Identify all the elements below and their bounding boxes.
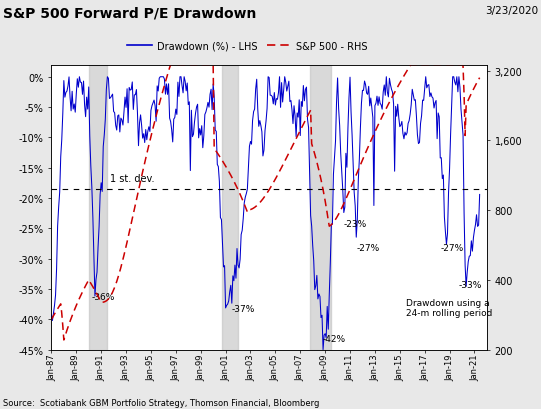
Legend: Drawdown (%) - LHS, S&P 500 - RHS: Drawdown (%) - LHS, S&P 500 - RHS bbox=[123, 38, 371, 55]
Text: 1 st. dev.: 1 st. dev. bbox=[110, 173, 154, 183]
Text: -27%: -27% bbox=[441, 244, 464, 253]
Bar bbox=[222, 65, 238, 350]
Text: -37%: -37% bbox=[232, 304, 255, 313]
Text: S&P 500 Forward P/E Drawdown: S&P 500 Forward P/E Drawdown bbox=[3, 6, 256, 20]
Text: -36%: -36% bbox=[91, 292, 115, 301]
Bar bbox=[309, 65, 332, 350]
Text: Drawdown using a
24-m rolling period: Drawdown using a 24-m rolling period bbox=[406, 298, 492, 318]
Text: -23%: -23% bbox=[344, 220, 367, 229]
Text: Source:  Scotiabank GBM Portfolio Strategy, Thomson Financial, Bloomberg: Source: Scotiabank GBM Portfolio Strateg… bbox=[3, 398, 319, 407]
Text: -42%: -42% bbox=[322, 335, 346, 344]
Text: 3/23/2020: 3/23/2020 bbox=[485, 6, 538, 16]
Text: -33%: -33% bbox=[458, 280, 481, 289]
Text: -27%: -27% bbox=[357, 244, 379, 253]
Bar bbox=[89, 65, 108, 350]
